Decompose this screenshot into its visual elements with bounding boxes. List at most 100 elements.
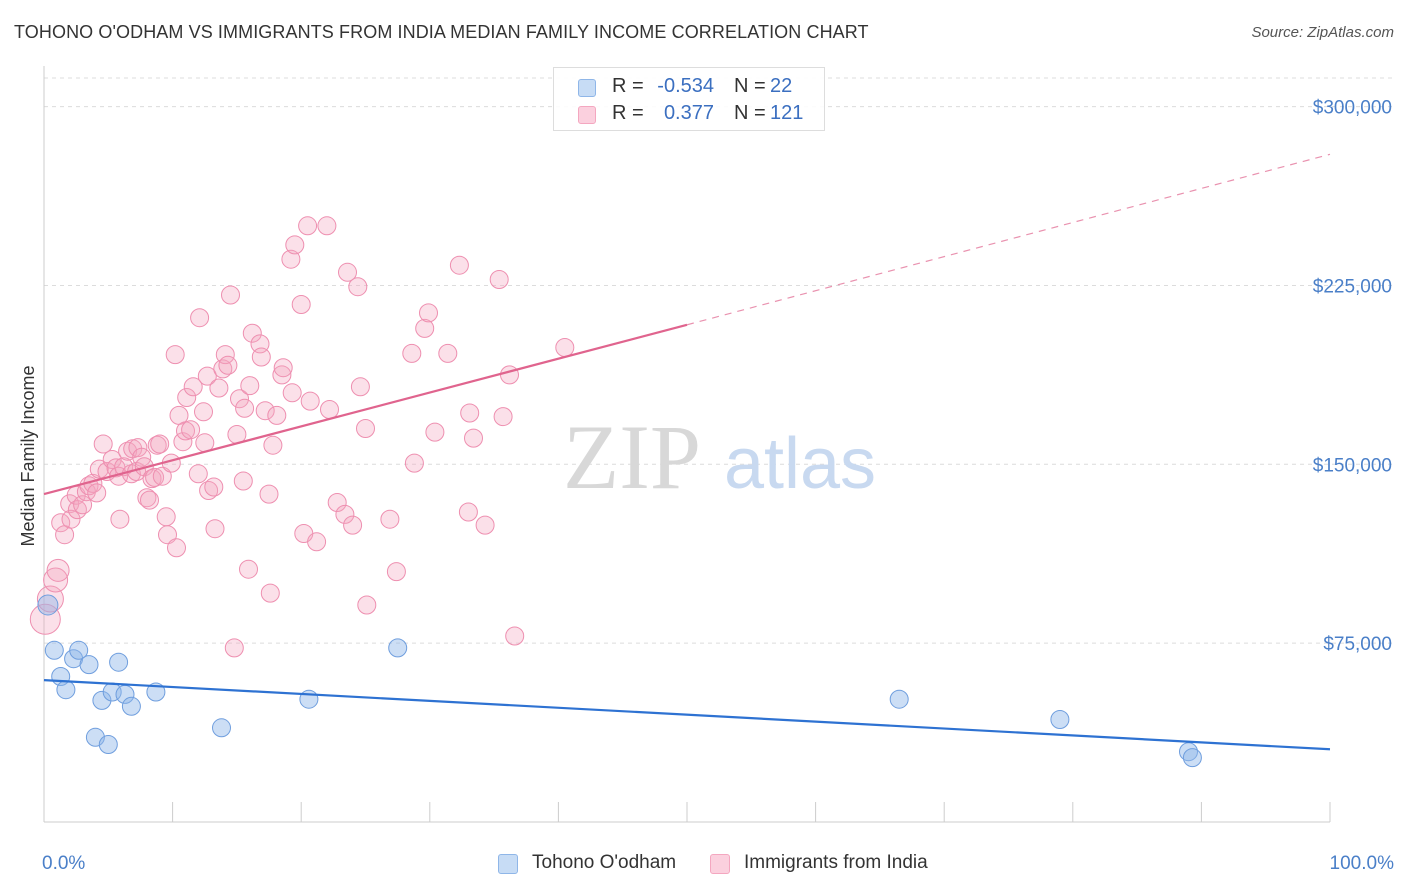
tohono-point [388,638,408,658]
india-point [272,365,292,385]
india-point [267,405,287,425]
india-point [118,441,138,461]
tohono-point [79,655,99,675]
x-tick-label: 0.0% [42,853,85,874]
india-trendline [43,323,688,496]
india-point [298,216,318,236]
india-point [282,383,302,403]
india-point [350,377,370,397]
tohono-point [299,689,319,709]
legend-n-label: N = [734,75,766,97]
india-point [51,513,71,533]
india-point [291,295,311,314]
legend-swatch-blue [578,79,596,97]
india-point [386,562,406,582]
india-point [320,400,339,419]
india-point [415,318,435,338]
india-point [458,502,478,522]
india-point [204,477,224,497]
india-point [343,515,363,535]
tohono-point [146,682,166,702]
india-point [197,366,217,386]
india-point [240,376,260,396]
tohono-point [98,735,118,754]
india-point [475,515,495,535]
india-point [338,262,357,282]
india-point [251,347,271,367]
tohono-point [1182,748,1202,768]
india-point [425,422,445,442]
india-point [181,420,201,440]
india-point [221,285,240,305]
legend-r-label: R = [612,102,644,124]
india-point [239,559,258,579]
tohono-trendline [43,679,1331,751]
legend-n-label: N = [734,102,766,124]
y-axis-label: Median Family Income [18,365,38,546]
india-point [93,434,113,454]
legend-r-value: 0.377 [663,102,714,124]
india-point [128,438,148,458]
india-point [242,323,262,343]
india-point [255,401,275,421]
y-tick-label: $150,000 [1313,455,1392,476]
y-tick-label: $75,000 [1323,634,1392,655]
india-point [505,626,525,646]
tohono-point [92,690,112,710]
india-point [380,509,400,529]
india-point [167,538,186,558]
tohono-point [44,640,64,660]
watermark-atlas: atlas [724,424,876,504]
india-point [348,277,368,297]
india-point [419,303,438,323]
tohono-point [889,689,909,709]
tohono-point [212,718,231,738]
india-point [356,419,375,438]
india-point [260,583,280,603]
india-point [285,235,305,255]
india-point [158,525,177,545]
india-point [273,358,293,378]
india-point [209,378,229,398]
legend-n-value: 121 [770,102,804,124]
watermark-zip: ZIP [563,406,701,508]
bottom-legend: Tohono O'odham Immigrants from India [0,852,1406,876]
bottom-legend-swatch-pink [710,854,730,874]
india-point [43,567,69,593]
india-point [188,464,208,484]
tohono-point [37,594,59,616]
india-point [460,403,480,423]
legend-r-label: R = [612,75,644,97]
y-tick-label: $300,000 [1313,98,1392,119]
india-point [233,471,253,491]
legend-swatch-pink [578,106,596,124]
india-point [555,338,575,357]
india-point [110,509,130,529]
india-point [224,638,244,658]
legend-r-value: -0.534 [657,75,714,97]
india-point [218,355,238,375]
tohono-point [56,680,76,700]
india-point [194,402,213,422]
india-point [404,453,424,473]
india-point [156,507,176,527]
india-point [230,389,249,409]
india-point [493,407,513,427]
india-point [235,398,255,418]
y-tick-label: $225,000 [1313,276,1392,297]
india-point [140,490,159,510]
india-point [300,391,320,411]
india-point [500,365,519,385]
tohono-point [69,640,89,660]
bottom-legend-swatch-blue [498,854,518,874]
chart-title: TOHONO O'ODHAM VS IMMIGRANTS FROM INDIA … [14,22,869,42]
india-point [438,343,458,363]
india-point [152,466,172,486]
india-point [259,484,279,504]
india-point [489,270,509,289]
india-point [150,434,170,454]
india-point [335,504,355,524]
india-point [281,249,301,269]
tohono-point [109,652,129,672]
